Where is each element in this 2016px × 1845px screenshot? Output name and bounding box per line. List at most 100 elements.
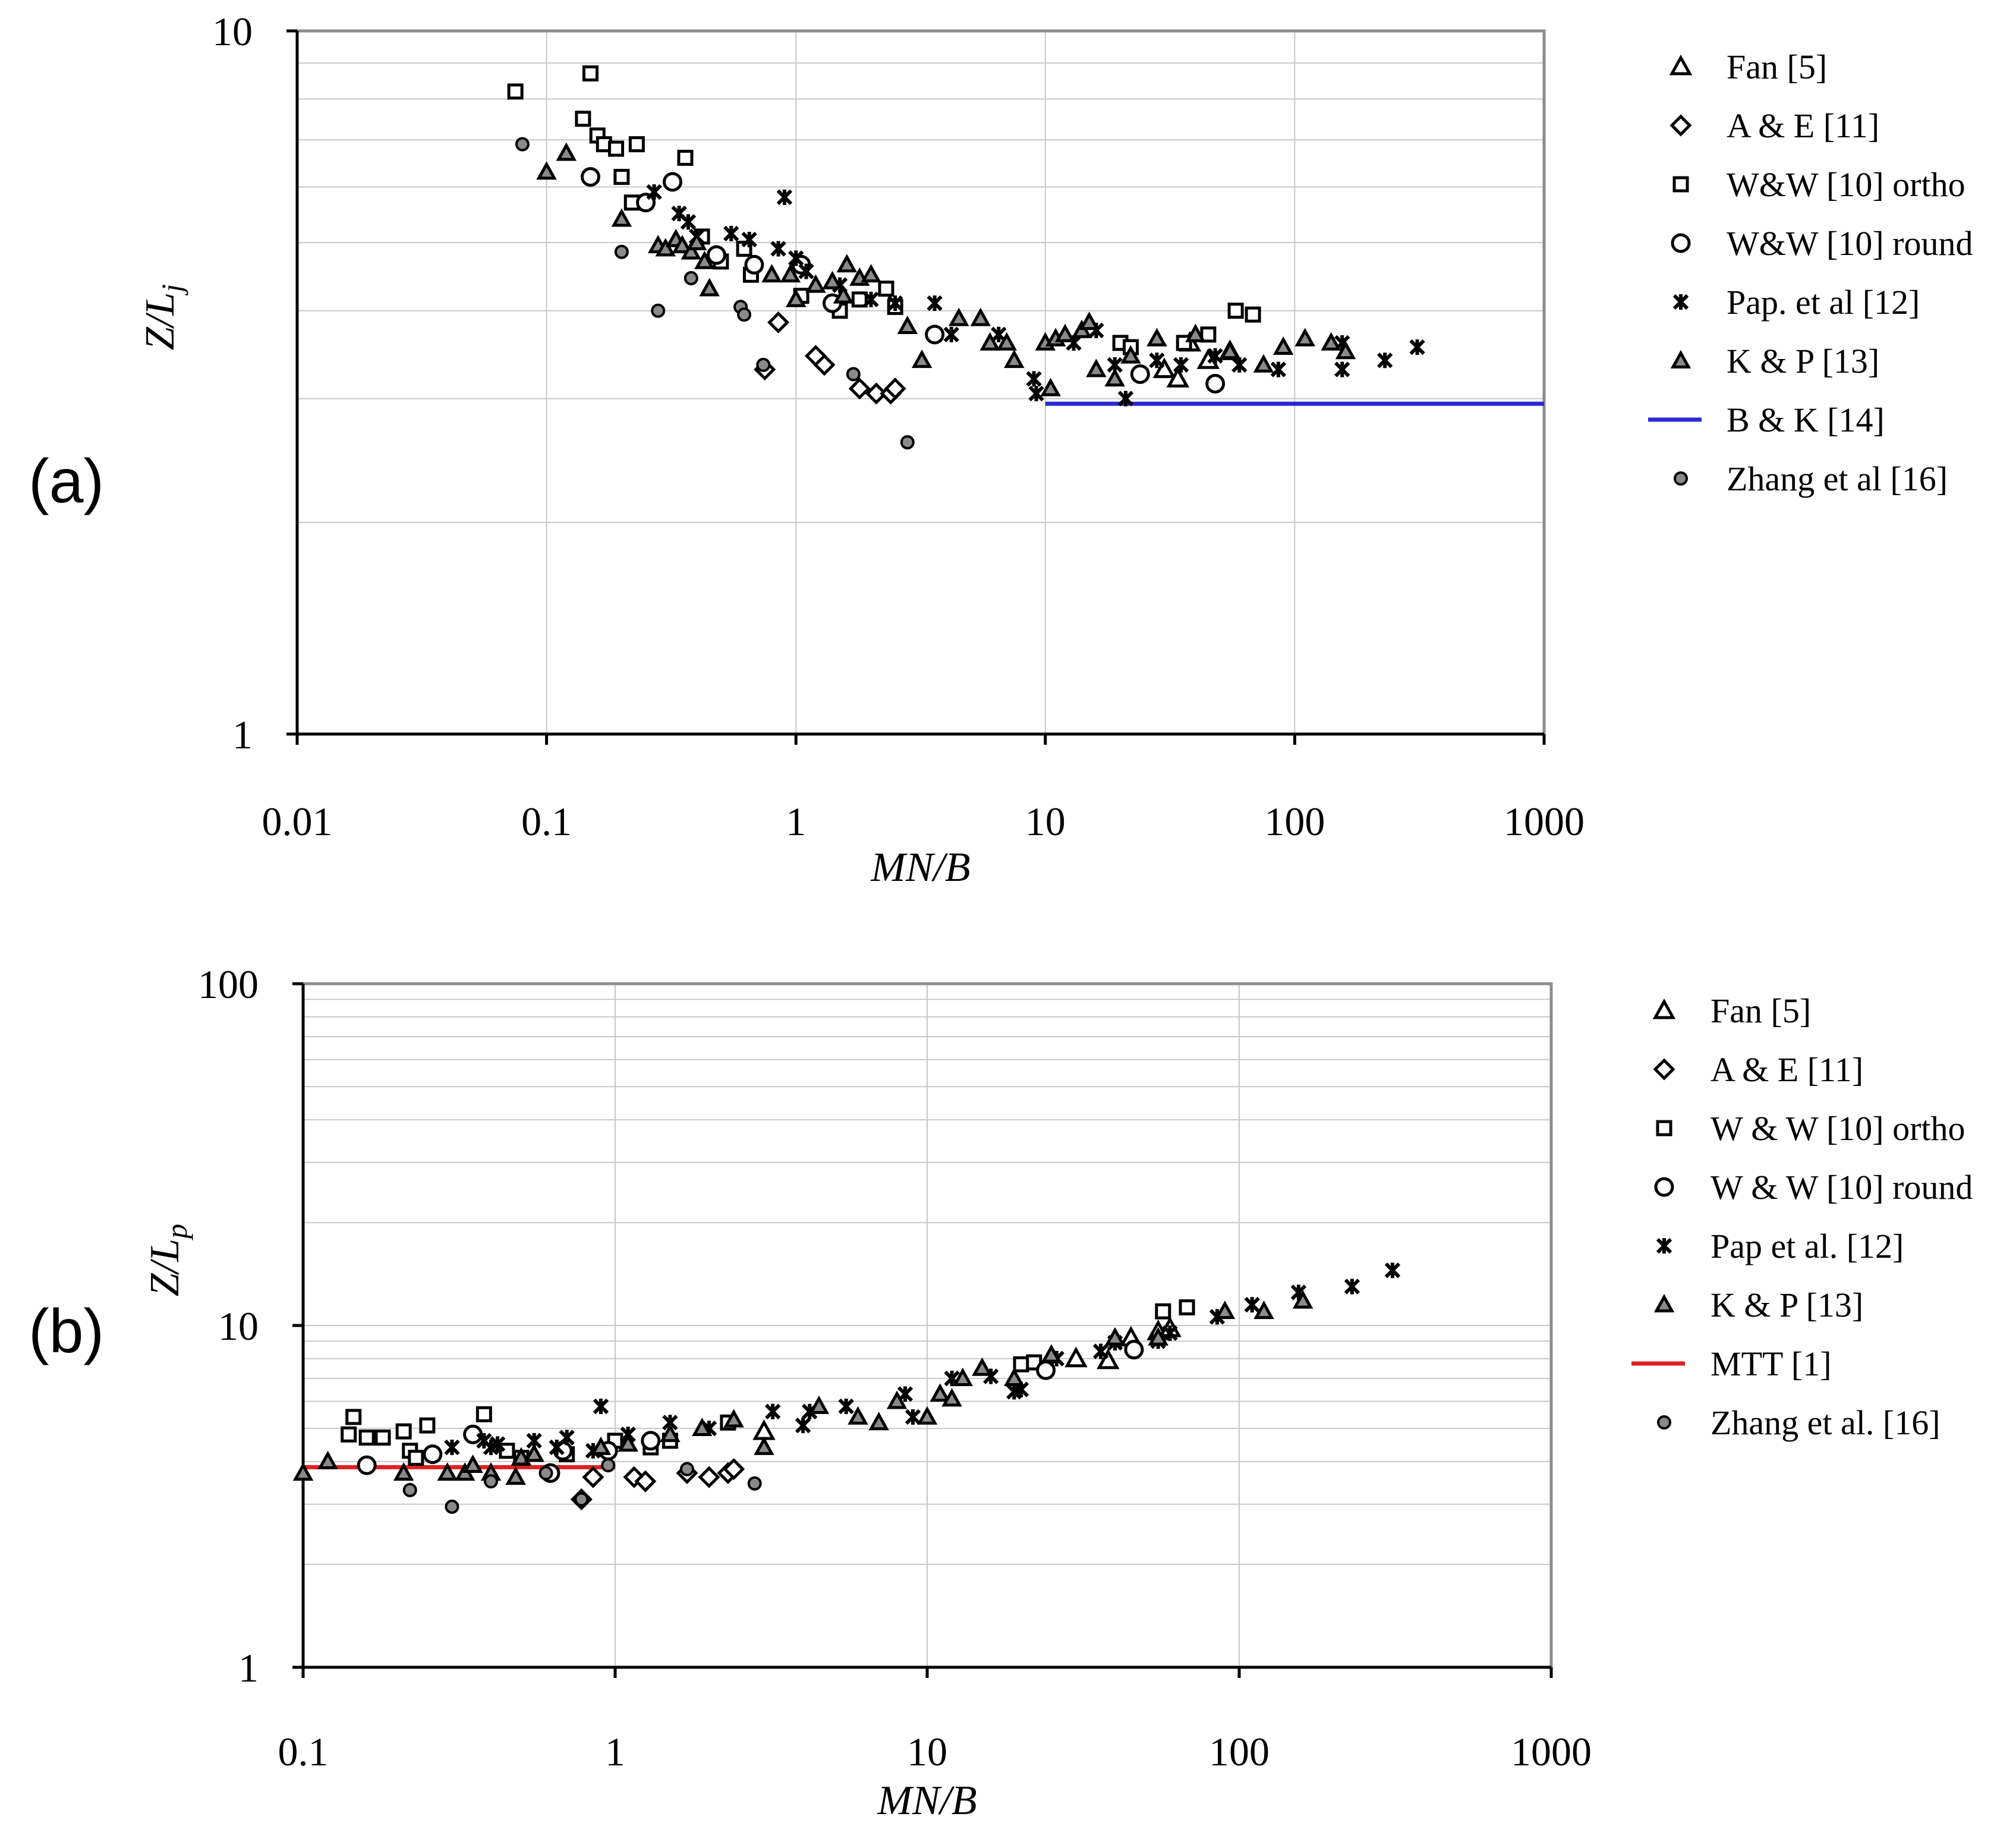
- data-point: [1149, 352, 1165, 369]
- data-point: [897, 315, 918, 335]
- legend-marker: [1657, 1415, 1671, 1430]
- data-point: [507, 83, 524, 100]
- legend-entry: K & P [13]: [1653, 1286, 1863, 1324]
- x-tick-label: 1000: [1511, 1729, 1592, 1774]
- plot-area: [297, 31, 1544, 734]
- data-point: [423, 1444, 443, 1465]
- legend-marker: [1654, 1177, 1674, 1197]
- data-point: [1253, 354, 1274, 373]
- data-point: [681, 241, 702, 260]
- data-point: [861, 264, 881, 283]
- legend: Fan [5] A & E [11] W & W [10] ortho W & W […: [1631, 991, 1973, 1442]
- data-point: [357, 1455, 377, 1475]
- legend-label: Pap et al. [12]: [1711, 1227, 1904, 1265]
- legend-label: Zhang et al. [16]: [1711, 1403, 1941, 1442]
- data-point: [1004, 1367, 1025, 1386]
- legend-marker: [1669, 54, 1693, 75]
- legend-marker: [1670, 114, 1692, 137]
- y-tick-label: 10: [212, 9, 253, 54]
- data-point: [813, 354, 836, 376]
- data-point: [317, 1450, 338, 1469]
- legend-entry: Pap. et al [12]: [1672, 283, 1920, 322]
- data-point: [683, 270, 698, 285]
- data-point: [761, 264, 782, 283]
- data-point: [1054, 323, 1076, 342]
- series: [536, 142, 1356, 396]
- legend-marker: [1672, 176, 1689, 193]
- data-point: [655, 238, 676, 257]
- data-point: [930, 1383, 950, 1402]
- data-point: [679, 1462, 694, 1476]
- legend-marker: [1652, 998, 1676, 1019]
- data-point: [575, 111, 591, 127]
- data-point: [927, 295, 943, 311]
- data-point: [863, 291, 879, 308]
- data-point: [723, 1409, 744, 1428]
- data-point: [900, 435, 915, 450]
- y-axis-title: Z/Lp: [142, 1224, 193, 1296]
- data-point: [1028, 385, 1044, 402]
- data-point: [1092, 1343, 1109, 1359]
- data-point: [943, 326, 959, 342]
- data-point: [672, 235, 693, 254]
- x-tick-label: 1: [605, 1729, 625, 1774]
- data-point: [437, 1462, 458, 1481]
- data-point: [788, 250, 804, 266]
- legend-marker: [1656, 1238, 1672, 1254]
- x-tick-label: 0.1: [521, 799, 572, 844]
- data-point: [868, 1412, 889, 1431]
- data-point: [515, 137, 530, 152]
- data-point: [613, 169, 630, 185]
- legend-entry: Fan [5]: [1669, 48, 1827, 86]
- data-point: [878, 281, 894, 297]
- data-point: [848, 1406, 868, 1425]
- data-point: [1321, 332, 1341, 351]
- data-point: [393, 1462, 414, 1481]
- data-point: [680, 214, 697, 230]
- data-point: [663, 172, 683, 192]
- data-point: [1146, 328, 1167, 347]
- data-point: [524, 1443, 544, 1462]
- data-point: [1162, 1325, 1178, 1341]
- data-point: [785, 288, 807, 307]
- gridlines: [303, 984, 1551, 1667]
- data-point: [462, 1454, 483, 1474]
- legend-entry: Fan [5]: [1652, 991, 1811, 1030]
- data-point: [1344, 1279, 1360, 1295]
- legend-marker: [1656, 1120, 1672, 1136]
- data-point: [1200, 326, 1217, 343]
- data-point: [886, 1390, 908, 1409]
- data-point: [660, 1424, 681, 1443]
- legend-entry: A & E [11]: [1653, 1050, 1863, 1089]
- data-point: [1292, 1290, 1313, 1309]
- gridlines: [297, 31, 1544, 734]
- data-point: [836, 254, 858, 273]
- data-point: [905, 1409, 921, 1425]
- data-point: [646, 184, 662, 200]
- panel-label: (b): [29, 1297, 104, 1366]
- data-point: [677, 149, 694, 166]
- legend-label: W & W [10] ortho: [1711, 1109, 1965, 1148]
- x-axis-title: MN/B: [870, 845, 970, 890]
- data-point: [1214, 1301, 1236, 1320]
- data-point: [979, 332, 1000, 351]
- data-point: [1079, 311, 1100, 330]
- legend-entry: W & W [10] ortho: [1656, 1109, 1965, 1148]
- legend-marker: [1653, 1293, 1675, 1312]
- legend-marker: [1672, 294, 1689, 310]
- data-point: [741, 231, 757, 248]
- data-point: [770, 241, 786, 257]
- data-point: [1152, 357, 1176, 379]
- data-point: [1335, 341, 1356, 360]
- data-point: [754, 1436, 774, 1455]
- data-point: [694, 250, 715, 269]
- legend-label: W & W [10] round: [1711, 1168, 1973, 1207]
- data-point: [706, 245, 726, 265]
- data-point: [723, 225, 739, 242]
- x-tick-label: 1: [786, 799, 806, 844]
- data-point: [556, 142, 577, 161]
- legend-entry: Pap et al. [12]: [1656, 1227, 1904, 1265]
- data-point: [1244, 1296, 1260, 1313]
- data-point: [582, 1466, 604, 1488]
